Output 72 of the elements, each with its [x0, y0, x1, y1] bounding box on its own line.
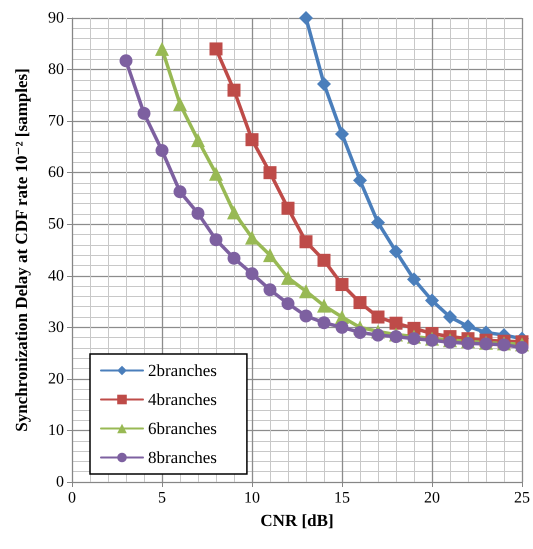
point	[138, 106, 150, 120]
point	[335, 127, 349, 141]
point	[246, 267, 258, 280]
y-tick-label: 0	[56, 474, 64, 490]
x-tick-label: 5	[158, 490, 166, 506]
x-axis-title: CNR [dB]	[260, 511, 334, 530]
point	[174, 185, 186, 198]
legend-label: 8branches	[148, 448, 217, 467]
y-tick-label: 20	[48, 370, 64, 388]
point	[318, 254, 330, 267]
point	[371, 216, 385, 230]
y-tick-label: 70	[48, 112, 64, 130]
point	[210, 42, 222, 56]
y-axis-title: Synchronization Delay at CDF rate 10⁻² [samples]	[12, 68, 31, 432]
point	[443, 310, 457, 324]
point	[191, 133, 205, 148]
y-tick-label: 60	[48, 164, 64, 182]
x-tick-label: 15	[334, 490, 350, 506]
point	[120, 54, 132, 68]
point	[336, 320, 348, 334]
point	[228, 252, 240, 265]
point	[462, 336, 474, 350]
point	[354, 296, 366, 310]
point	[336, 278, 348, 292]
point	[156, 144, 168, 157]
point	[461, 319, 475, 334]
point	[300, 309, 312, 322]
point	[192, 206, 204, 220]
point	[264, 166, 276, 180]
point	[264, 283, 276, 296]
y-tick-label: 80	[48, 61, 64, 78]
point	[354, 326, 366, 339]
point	[390, 316, 402, 330]
x-tick-label: 25	[514, 490, 530, 506]
legend-label: 2branches	[148, 361, 217, 380]
point	[372, 310, 384, 324]
point	[317, 76, 331, 91]
point	[281, 270, 295, 285]
point	[318, 316, 330, 330]
point	[317, 298, 331, 313]
point	[246, 133, 258, 146]
y-tick-label: 40	[48, 267, 64, 284]
point	[408, 332, 420, 346]
point	[516, 340, 528, 354]
legend-label: 4branches	[148, 390, 217, 409]
point	[425, 294, 439, 308]
point	[353, 173, 367, 188]
point	[228, 84, 240, 97]
point	[300, 235, 312, 248]
point	[210, 233, 222, 246]
point	[263, 248, 277, 262]
x-tick-label: 20	[424, 490, 440, 506]
point	[444, 336, 456, 349]
y-tick-label: 50	[48, 216, 64, 233]
y-tick-label: 10	[48, 422, 64, 439]
x-tick-label: 0	[68, 490, 76, 506]
legend-label: 6branches	[148, 419, 217, 438]
point	[282, 297, 294, 310]
y-tick-label: 90	[48, 10, 64, 26]
point	[209, 166, 223, 181]
point	[299, 284, 313, 298]
x-tick-label: 10	[244, 490, 260, 506]
point	[245, 230, 259, 245]
point	[227, 205, 241, 220]
point	[282, 202, 294, 215]
y-tick-label: 30	[48, 318, 64, 336]
point	[390, 330, 402, 344]
point	[173, 97, 187, 112]
point	[407, 272, 421, 286]
point	[299, 11, 313, 25]
point	[389, 244, 403, 259]
point	[155, 42, 169, 56]
